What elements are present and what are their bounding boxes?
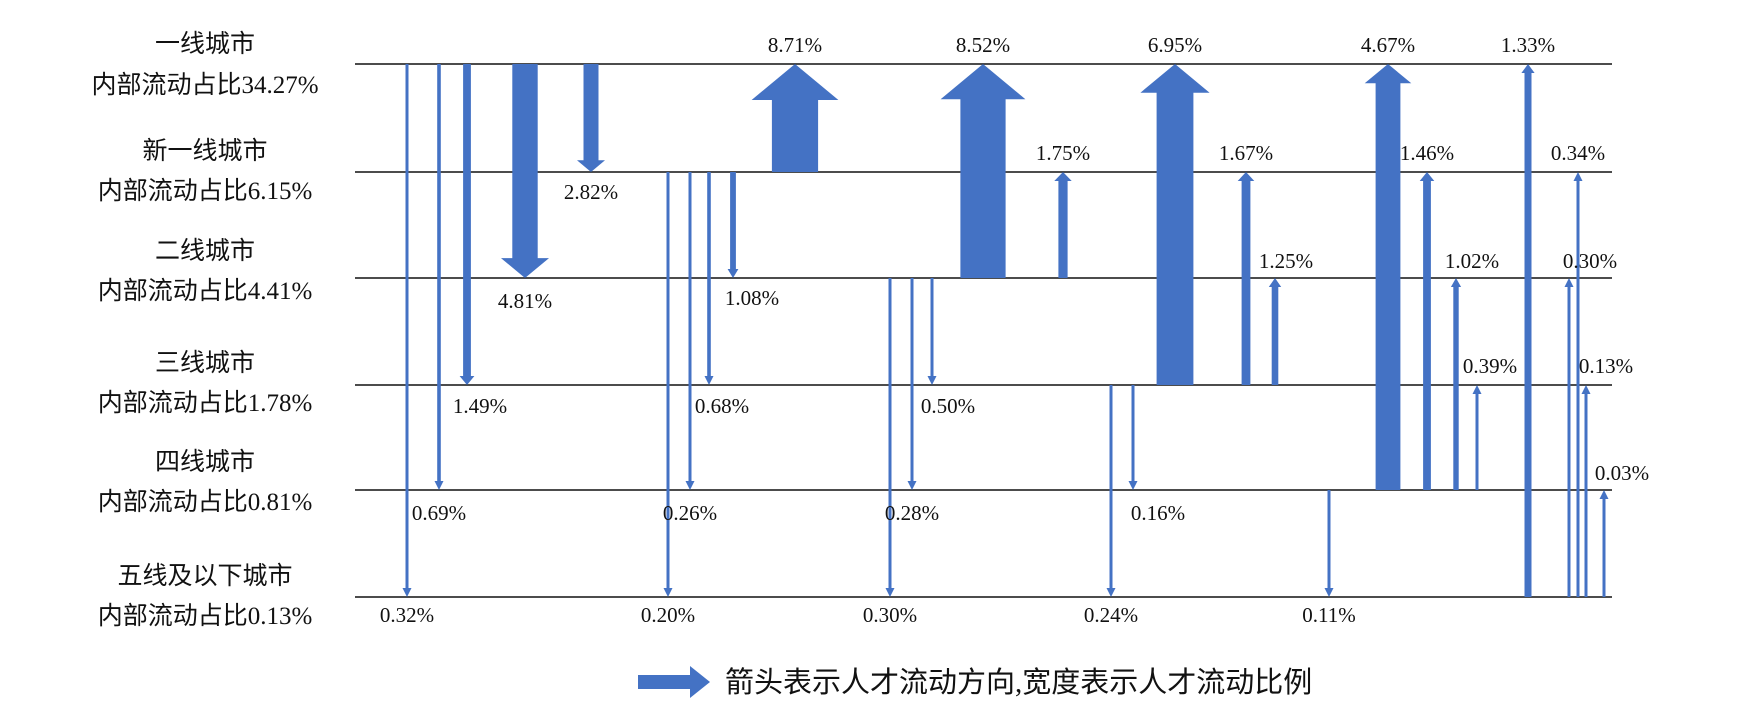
flow-label-29: 0.13% [1579,354,1633,378]
flow-label-15: 0.50% [921,394,975,418]
flow-arrow-8 [685,172,695,490]
flow-labels: 0.32% 0.69% 1.49% 4.81% 2.82% 8.71% 0.20% 0.26%… [380,33,1649,627]
tier-label-5-city: 四线城市 [155,448,255,476]
flow-label-4: 4.81% [498,289,552,313]
legend-arrow-icon [638,666,710,698]
flow-label-13: 0.30% [863,603,917,627]
flow-arrow-28 [1564,278,1574,597]
flow-arrow-2 [434,64,444,490]
flow-label-3: 1.49% [453,394,507,418]
flow-label-24: 0.39% [1463,354,1517,378]
tier-label-3-city: 二线城市 [155,237,255,265]
flow-arrow-3 [459,64,475,385]
legend-text: 箭头表示人才流动方向,宽度表示人才流动比例 [725,666,1312,699]
flow-label-26: 1.33% [1501,33,1555,57]
legend: 箭头表示人才流动方向,宽度表示人才流动比例 [638,666,1312,699]
flow-label-23: 1.02% [1445,249,1499,273]
flow-label-20: 0.16% [1131,501,1185,525]
tier-label-4-city: 三线城市 [155,349,255,377]
flow-arrow-22 [1419,172,1435,490]
flow-label-22: 1.46% [1400,141,1454,165]
flow-label-16: 6.95% [1148,33,1202,57]
flow-arrow-15 [927,278,937,385]
flow-arrow-17 [1237,172,1255,385]
flow-label-7: 0.20% [641,603,695,627]
flow-arrow-24 [1472,385,1482,490]
flow-label-28: 0.30% [1563,249,1617,273]
flow-arrow-6 [751,64,839,172]
flow-arrow-4 [501,64,549,278]
flow-arrow-25 [1324,490,1334,597]
tier-label-4-internal: 内部流动占比1.78% [98,389,313,417]
flow-arrow-18 [1268,278,1282,385]
flow-label-27: 0.34% [1551,141,1605,165]
flow-arrow-14 [907,278,917,490]
flow-label-1: 0.32% [380,603,434,627]
flow-label-18: 1.25% [1259,249,1313,273]
flow-label-19: 0.24% [1084,603,1138,627]
flow-label-17: 1.67% [1219,141,1273,165]
flow-arrow-23 [1450,278,1462,490]
tier-labels: 一线城市 内部流动占比34.27% 新一线城市 内部流动占比6.15% 二线城市… [91,30,318,630]
flow-label-25: 0.11% [1302,603,1355,627]
tier-label-2-internal: 内部流动占比6.15% [98,177,313,205]
flow-label-21: 4.67% [1361,33,1415,57]
tier-label-2-city: 新一线城市 [142,137,267,165]
flow-label-11: 8.52% [956,33,1010,57]
flow-arrow-21 [1364,64,1412,490]
flow-label-9: 0.68% [695,394,749,418]
tier-label-6-internal: 内部流动占比0.13% [98,602,313,630]
flow-arrow-29 [1581,385,1591,597]
flow-arrow-19 [1106,385,1116,597]
flow-arrow-9 [704,172,714,385]
tier-label-3-internal: 内部流动占比4.41% [98,277,313,305]
flow-label-30: 0.03% [1595,461,1649,485]
flow-arrow-1 [402,64,412,597]
flow-arrow-27 [1573,172,1583,597]
flow-label-2: 0.69% [412,501,466,525]
flow-label-5: 2.82% [564,180,618,204]
flow-arrow-10 [727,172,739,278]
flow-arrow-7 [663,172,673,597]
flow-arrow-30 [1599,490,1609,597]
flow-label-6: 8.71% [768,33,822,57]
flow-arrow-16 [1140,64,1210,385]
flow-arrow-20 [1128,385,1138,490]
flow-label-12: 1.75% [1036,141,1090,165]
flow-label-14: 0.28% [885,501,939,525]
tier-label-6-city: 五线及以下城市 [117,562,292,590]
tier-label-1-city: 一线城市 [155,30,255,58]
flow-arrow-12 [1054,172,1072,278]
flow-arrow-26 [1521,64,1535,597]
flow-arrow-13 [885,278,895,597]
tier-label-5-internal: 内部流动占比0.81% [98,488,313,516]
flow-label-10: 1.08% [725,286,779,310]
flow-arrow-5 [577,64,605,172]
flow-label-8: 0.26% [663,501,717,525]
tier-label-1-internal: 内部流动占比34.27% [91,71,318,99]
flow-arrow-11 [940,64,1026,278]
flow-arrows [402,64,1609,597]
